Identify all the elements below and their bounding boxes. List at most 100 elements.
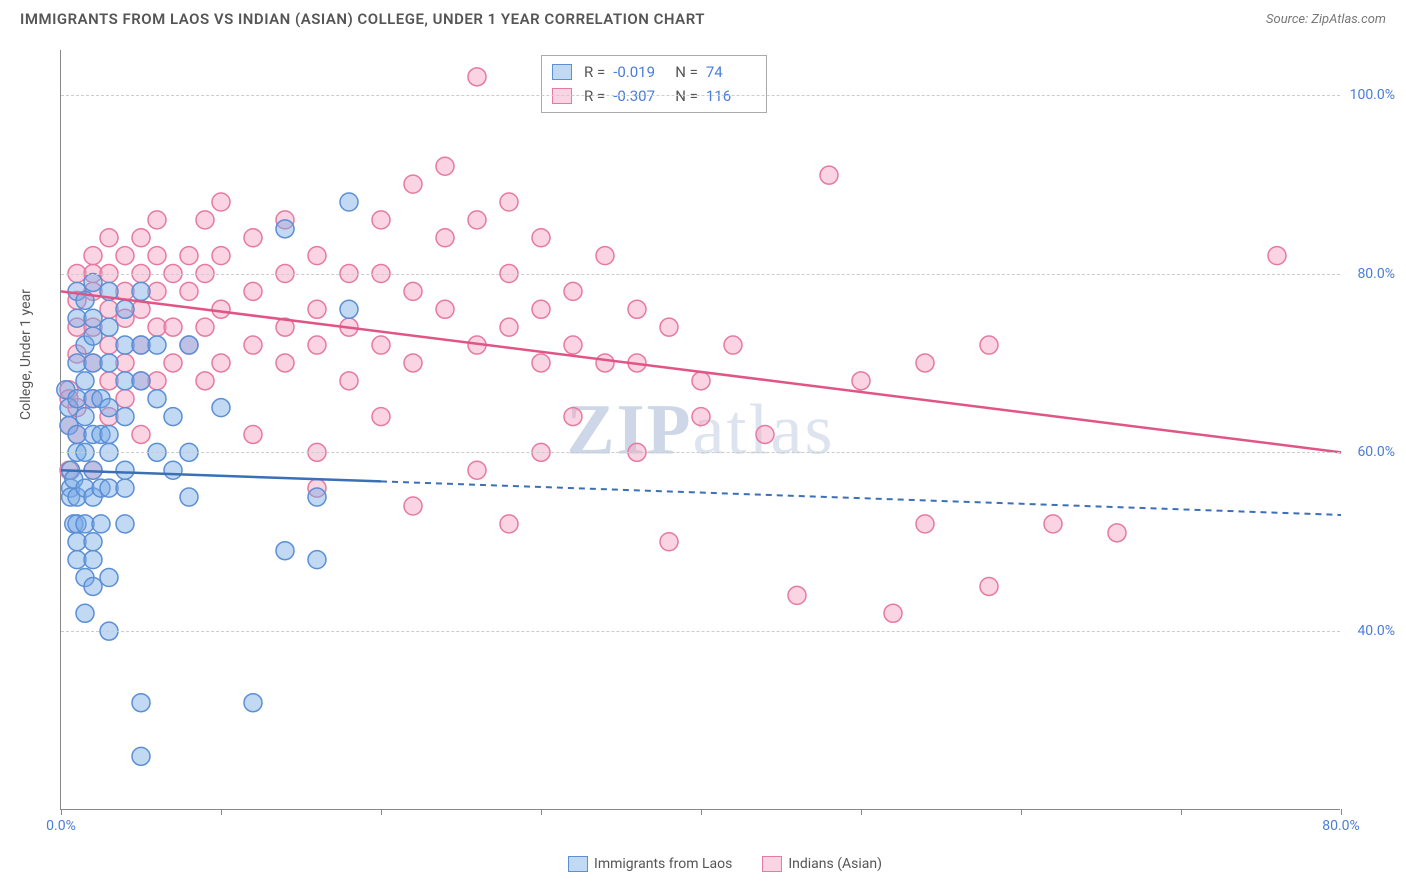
data-point bbox=[916, 354, 934, 372]
legend: Immigrants from Laos Indians (Asian) bbox=[568, 856, 882, 872]
data-point bbox=[468, 211, 486, 229]
data-point bbox=[180, 488, 198, 506]
data-point bbox=[116, 408, 134, 426]
data-point bbox=[980, 336, 998, 354]
legend-swatch bbox=[568, 856, 588, 872]
data-point bbox=[660, 533, 678, 551]
data-point bbox=[820, 166, 838, 184]
x-tick bbox=[1021, 809, 1022, 815]
data-point bbox=[404, 354, 422, 372]
legend-item: Indians (Asian) bbox=[762, 856, 882, 872]
data-point bbox=[100, 569, 118, 587]
y-tick-label: 40.0% bbox=[1357, 623, 1395, 639]
data-point bbox=[164, 461, 182, 479]
data-point bbox=[340, 193, 358, 211]
data-point bbox=[116, 479, 134, 497]
data-point bbox=[84, 533, 102, 551]
y-tick-label: 100.0% bbox=[1350, 87, 1395, 103]
data-point bbox=[212, 247, 230, 265]
data-point bbox=[436, 157, 454, 175]
data-point bbox=[196, 372, 214, 390]
x-tick bbox=[1341, 809, 1342, 815]
data-point bbox=[564, 282, 582, 300]
data-point bbox=[564, 408, 582, 426]
stat-r-value: -0.019 bbox=[613, 63, 663, 81]
legend-swatch bbox=[762, 856, 782, 872]
data-point bbox=[244, 336, 262, 354]
data-point bbox=[180, 336, 198, 354]
data-point bbox=[244, 282, 262, 300]
data-point bbox=[980, 577, 998, 595]
data-point bbox=[308, 488, 326, 506]
x-tick-label: 0.0% bbox=[46, 818, 76, 834]
y-tick-label: 60.0% bbox=[1357, 444, 1395, 460]
gridline bbox=[61, 631, 1340, 632]
data-point bbox=[404, 282, 422, 300]
legend-item: Immigrants from Laos bbox=[568, 856, 732, 872]
data-point bbox=[372, 211, 390, 229]
data-point bbox=[308, 336, 326, 354]
data-point bbox=[852, 372, 870, 390]
data-point bbox=[532, 354, 550, 372]
data-point bbox=[340, 300, 358, 318]
stat-r-value: -0.307 bbox=[613, 87, 663, 105]
gridline bbox=[61, 452, 1340, 453]
data-point bbox=[500, 318, 518, 336]
stats-row: R = -0.019 N = 74 bbox=[552, 60, 756, 84]
data-point bbox=[660, 318, 678, 336]
data-point bbox=[436, 229, 454, 247]
data-point bbox=[308, 300, 326, 318]
y-axis-label: College, Under 1 year bbox=[18, 289, 34, 420]
data-point bbox=[84, 327, 102, 345]
data-point bbox=[788, 586, 806, 604]
data-point bbox=[404, 497, 422, 515]
series-swatch bbox=[552, 88, 572, 104]
data-point bbox=[100, 229, 118, 247]
stat-n-value: 116 bbox=[706, 87, 756, 105]
data-point bbox=[116, 515, 134, 533]
data-point bbox=[916, 515, 934, 533]
plot-area: ZIPatlas R =-0.019N =74R =-0.307N =116 4… bbox=[60, 50, 1340, 810]
stat-n-label: N = bbox=[675, 63, 698, 81]
data-point bbox=[116, 461, 134, 479]
data-point bbox=[308, 247, 326, 265]
scatter-svg bbox=[61, 50, 1341, 810]
data-point bbox=[436, 300, 454, 318]
gridline bbox=[61, 95, 1340, 96]
legend-label: Immigrants from Laos bbox=[594, 856, 732, 872]
data-point bbox=[76, 372, 94, 390]
data-point bbox=[132, 282, 150, 300]
data-point bbox=[692, 408, 710, 426]
data-point bbox=[724, 336, 742, 354]
data-point bbox=[180, 247, 198, 265]
data-point bbox=[468, 68, 486, 86]
data-point bbox=[132, 425, 150, 443]
data-point bbox=[404, 175, 422, 193]
data-point bbox=[84, 551, 102, 569]
x-tick bbox=[861, 809, 862, 815]
data-point bbox=[116, 300, 134, 318]
data-point bbox=[212, 300, 230, 318]
data-point bbox=[372, 336, 390, 354]
stat-n-value: 74 bbox=[706, 63, 756, 81]
data-point bbox=[244, 694, 262, 712]
data-point bbox=[596, 247, 614, 265]
data-point bbox=[164, 354, 182, 372]
data-point bbox=[276, 354, 294, 372]
data-point bbox=[532, 300, 550, 318]
x-tick bbox=[1181, 809, 1182, 815]
data-point bbox=[1108, 524, 1126, 542]
data-point bbox=[212, 354, 230, 372]
trend-line-dashed bbox=[381, 481, 1341, 515]
stats-box: R = -0.019 N = 74 R =-0.307N =116 bbox=[541, 55, 767, 113]
data-point bbox=[148, 390, 166, 408]
data-point bbox=[132, 747, 150, 765]
stat-r-label: R = bbox=[584, 63, 605, 81]
chart-title: IMMIGRANTS FROM LAOS VS INDIAN (ASIAN) C… bbox=[20, 10, 705, 28]
data-point bbox=[116, 390, 134, 408]
data-point bbox=[500, 193, 518, 211]
x-tick bbox=[381, 809, 382, 815]
data-point bbox=[132, 372, 150, 390]
stats-row: R =-0.307N =116 bbox=[552, 84, 756, 108]
x-tick bbox=[61, 809, 62, 815]
